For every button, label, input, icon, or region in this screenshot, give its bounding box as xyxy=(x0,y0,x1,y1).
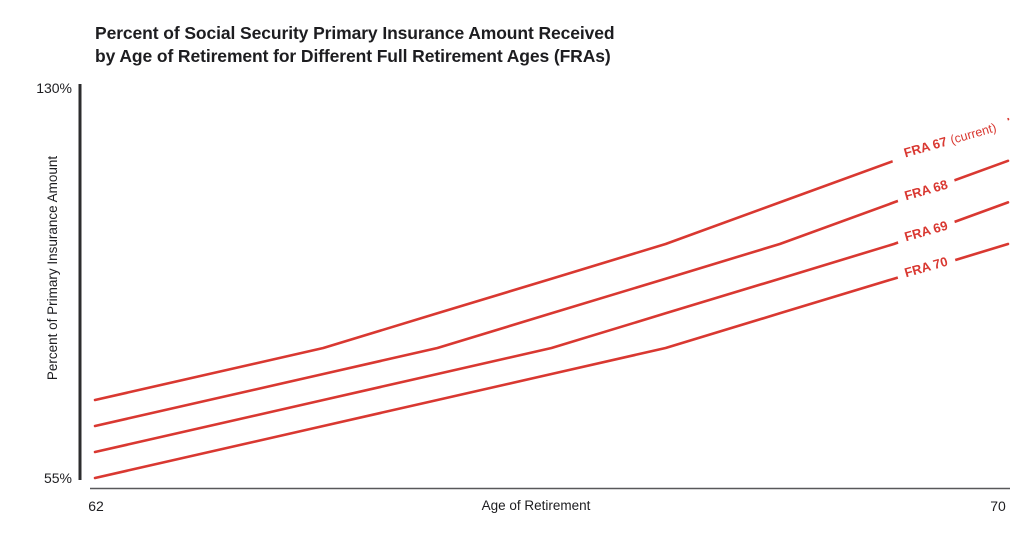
line-fra-70 xyxy=(93,242,1010,480)
x-tick-70: 70 xyxy=(990,498,1006,514)
line-label-fra-67-backing xyxy=(888,114,1012,166)
line-fra-67 xyxy=(93,117,1010,402)
line-label-fra-70: FRA 70 xyxy=(894,250,958,284)
line-label-fra-68: FRA 68 xyxy=(894,173,958,207)
x-tick-62: 62 xyxy=(88,498,104,514)
y-axis-title: Percent of Primary Insurance Amount xyxy=(45,156,60,381)
line-fra-68 xyxy=(93,159,1010,428)
line-label-fra-70-backing xyxy=(894,250,958,284)
chart-title: Percent of Social Security Primary Insur… xyxy=(95,22,615,68)
line-fra-69 xyxy=(93,201,1010,454)
y-tick-55: 55% xyxy=(44,470,72,486)
chart-title-line-2: by Age of Retirement for Different Full … xyxy=(95,46,611,66)
line-label-fra-67: FRA 67(current) xyxy=(888,114,1012,166)
line-label-fra-67-text: FRA 67(current) xyxy=(902,120,998,161)
line-label-fra-69: FRA 69 xyxy=(894,214,958,248)
line-label-fra-69-backing xyxy=(894,214,958,248)
x-axis-title: Age of Retirement xyxy=(482,498,591,513)
y-tick-130: 130% xyxy=(36,80,72,96)
line-label-fra-68-backing xyxy=(894,173,958,207)
chart-title-line-1: Percent of Social Security Primary Insur… xyxy=(95,23,615,43)
